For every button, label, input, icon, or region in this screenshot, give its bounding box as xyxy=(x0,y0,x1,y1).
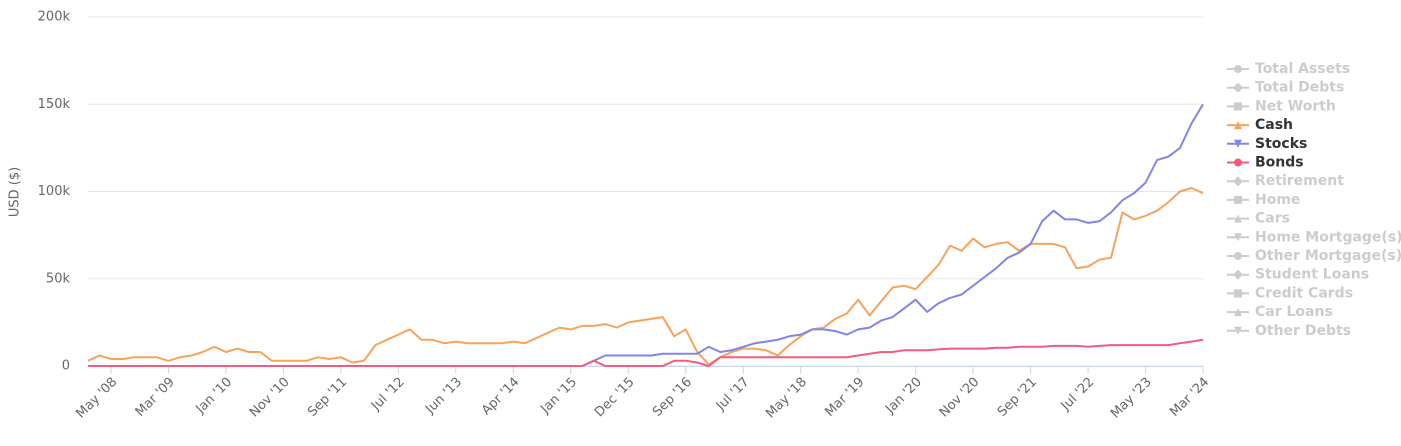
legend-label: Other Debts xyxy=(1255,323,1351,339)
series-line xyxy=(88,338,1204,367)
x-tick-label: Nov '20 xyxy=(937,375,983,421)
legend-item[interactable]: Total Assets xyxy=(1227,61,1350,77)
legend-label: Cash xyxy=(1255,117,1293,133)
legend-item[interactable]: Cars xyxy=(1227,211,1290,227)
legend-item[interactable]: Bonds xyxy=(1227,155,1304,171)
x-tick-label: Jan '10 xyxy=(193,375,236,418)
legend-item[interactable]: Total Debts xyxy=(1227,80,1344,96)
x-tick-label: Mar '24 xyxy=(1167,375,1212,420)
legend-label: Home Mortgage(s) xyxy=(1255,229,1401,245)
legend-symbol xyxy=(1234,195,1242,204)
legend-item[interactable]: Retirement xyxy=(1227,173,1344,189)
legend-label: Total Assets xyxy=(1255,61,1350,77)
legend-symbol xyxy=(1234,214,1242,223)
legend-symbol xyxy=(1234,65,1242,73)
legend-symbol xyxy=(1234,158,1242,167)
legend-label: Credit Cards xyxy=(1255,285,1353,301)
x-tick-label: Sep '11 xyxy=(305,375,350,420)
legend-label: Home xyxy=(1255,192,1300,208)
x-tick-label: May '18 xyxy=(763,375,810,422)
legend-label: Other Mortgage(s) xyxy=(1255,248,1401,264)
legend-symbol xyxy=(1234,233,1242,242)
legend-symbol xyxy=(1234,289,1242,298)
y-tick-label: 0 xyxy=(62,359,70,374)
legend-item[interactable]: Net Worth xyxy=(1227,98,1336,114)
legend-item[interactable]: Other Mortgage(s) xyxy=(1227,248,1401,264)
legend-item[interactable]: Other Debts xyxy=(1227,323,1351,339)
x-tick-label: Jan '20 xyxy=(882,375,925,418)
x-tick-label: Nov '10 xyxy=(247,375,293,421)
legend-symbol xyxy=(1233,176,1243,187)
x-tick-label: Sep '16 xyxy=(650,375,695,420)
x-tick-label: May '08 xyxy=(74,375,121,422)
x-tick-label: Jun '13 xyxy=(422,375,465,418)
y-tick-label: 100k xyxy=(38,184,71,199)
x-tick-label: Sep '21 xyxy=(995,375,1040,420)
legend-label: Cars xyxy=(1255,211,1290,227)
legend-label: Stocks xyxy=(1255,136,1307,152)
legend-label: Total Debts xyxy=(1255,80,1344,96)
legend-label: Net Worth xyxy=(1255,98,1336,114)
y-tick-label: 200k xyxy=(38,10,71,25)
x-tick-label: Mar '09 xyxy=(133,375,178,420)
legend-item[interactable]: Cash xyxy=(1227,117,1293,133)
legend-label: Retirement xyxy=(1255,173,1344,189)
x-tick-label: Apr '14 xyxy=(479,375,523,419)
x-tick-label: Dec '15 xyxy=(592,375,638,421)
x-tick-label: Jul '22 xyxy=(1058,375,1098,415)
legend-item[interactable]: Stocks xyxy=(1227,136,1307,152)
y-tick-label: 150k xyxy=(38,97,71,112)
legend-symbol xyxy=(1234,252,1242,260)
x-tick-label: Mar '19 xyxy=(822,375,867,420)
legend-item[interactable]: Car Loans xyxy=(1227,304,1333,320)
x-tick-label: May '23 xyxy=(1108,375,1155,422)
series-line xyxy=(88,103,1204,367)
legend-item[interactable]: Student Loans xyxy=(1227,267,1369,283)
x-tick-label: Jul '17 xyxy=(713,375,753,415)
legend-symbol xyxy=(1233,82,1243,93)
legend-item[interactable]: Home Mortgage(s) xyxy=(1227,229,1401,245)
legend-symbol xyxy=(1234,121,1242,130)
legend-label: Car Loans xyxy=(1255,304,1333,320)
legend-symbol xyxy=(1234,308,1242,317)
legend-label: Bonds xyxy=(1255,155,1304,171)
legend-item[interactable]: Credit Cards xyxy=(1227,285,1353,301)
legend-symbol xyxy=(1234,139,1242,148)
y-axis-title: USD ($) xyxy=(8,167,23,217)
legend-item[interactable]: Home xyxy=(1227,192,1300,208)
series-line xyxy=(87,187,1204,366)
legend-label: Student Loans xyxy=(1255,267,1369,283)
y-tick-label: 50k xyxy=(46,271,71,286)
legend-symbol xyxy=(1234,102,1242,111)
legend-symbol xyxy=(1234,326,1242,335)
x-tick-label: Jul '12 xyxy=(368,375,408,415)
legend-symbol xyxy=(1233,269,1243,280)
x-tick-label: Jan '15 xyxy=(537,375,580,418)
